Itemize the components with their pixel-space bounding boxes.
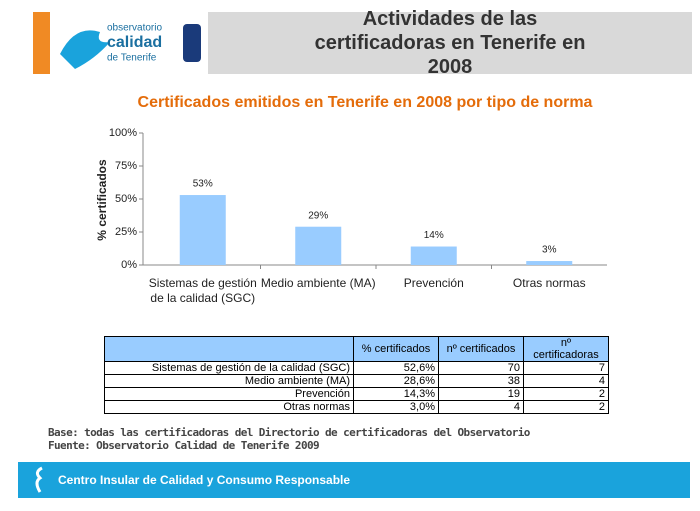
data-table: % certificados nº certificados nº certific… [104, 336, 609, 414]
header-cell: % certificados [353, 336, 439, 362]
footer: Centro Insular de Calidad y Consumo Resp… [18, 462, 690, 498]
header-cell: nº certificadoras [523, 336, 609, 362]
logo-text: de Tenerife [107, 53, 157, 64]
bar [179, 195, 226, 265]
chart: Certificados emitidos en Tenerife en 200… [95, 94, 607, 271]
bar [410, 246, 457, 265]
value-label: 29% [308, 210, 328, 221]
table-cell: 7 [523, 361, 609, 375]
table-cell: Sistemas de gestión de la calidad (SGC) [104, 361, 354, 375]
logo-text: observatorio [107, 23, 162, 34]
title-box: Actividades de las certificadoras en Ten… [208, 8, 692, 78]
orange-bar [33, 12, 50, 74]
table-cell: 28,6% [353, 374, 439, 388]
footer-text: Centro Insular de Calidad y Consumo Resp… [58, 473, 351, 487]
x-tick-label: Prevención [403, 276, 464, 290]
value-label: 3% [542, 245, 557, 256]
table-cell: 38 [438, 374, 524, 388]
table-row: Prevención 14,3% 19 2 [104, 387, 609, 401]
y-tick-label: 0% [121, 259, 137, 271]
footer-icon [35, 466, 43, 493]
bar [526, 261, 573, 265]
x-tick-label: Medio ambiente (MA) [260, 276, 376, 290]
table-cell: 3,0% [353, 400, 439, 414]
table-cell: 2 [523, 387, 609, 401]
table-cell: 19 [438, 387, 524, 401]
x-tick-label: Otras normas [512, 276, 586, 290]
table-cell: 4 [523, 374, 609, 388]
value-label: 14% [424, 230, 444, 241]
note: Fuente: Observatorio Calidad de Tenerife… [48, 439, 320, 452]
table-row: Otras normas 3,0% 4 2 [104, 400, 609, 414]
table-cell: Otras normas [104, 400, 354, 414]
y-tick-label: 25% [115, 226, 137, 238]
slide-title: Actividades de las certificadoras en Ten… [314, 8, 586, 78]
value-label: 53% [193, 179, 213, 190]
table-cell: Medio ambiente (MA) [104, 374, 354, 388]
y-axis-label: % certificados [95, 159, 109, 241]
y-tick-label: 50% [115, 193, 137, 205]
table-cell: 2 [523, 400, 609, 414]
note: Base: todas las certificadoras del Direc… [48, 426, 530, 439]
logo-text: calidad [107, 34, 162, 51]
header-cell: nº certificados [438, 336, 524, 362]
table-row: Medio ambiente (MA) 28,6% 38 4 [104, 374, 609, 388]
table-cell: 14,3% [353, 387, 439, 401]
table-row: Sistemas de gestión de la calidad (SGC) 5… [104, 361, 609, 375]
header-cell [104, 336, 354, 362]
chart-title: Certificados emitidos en Tenerife en 200… [138, 94, 593, 111]
bar [295, 226, 342, 265]
logo: observatorio calidad de Tenerife [60, 23, 201, 70]
y-tick-label: 75% [115, 160, 137, 172]
table-cell: Prevención [104, 387, 354, 401]
table-cell: 4 [438, 400, 524, 414]
table-cell: 70 [438, 361, 524, 375]
table-cell: 52,6% [353, 361, 439, 375]
y-tick-label: 100% [109, 127, 137, 139]
x-tick-label: Sistemas de gestión de la calidad (SGC) [148, 276, 257, 305]
